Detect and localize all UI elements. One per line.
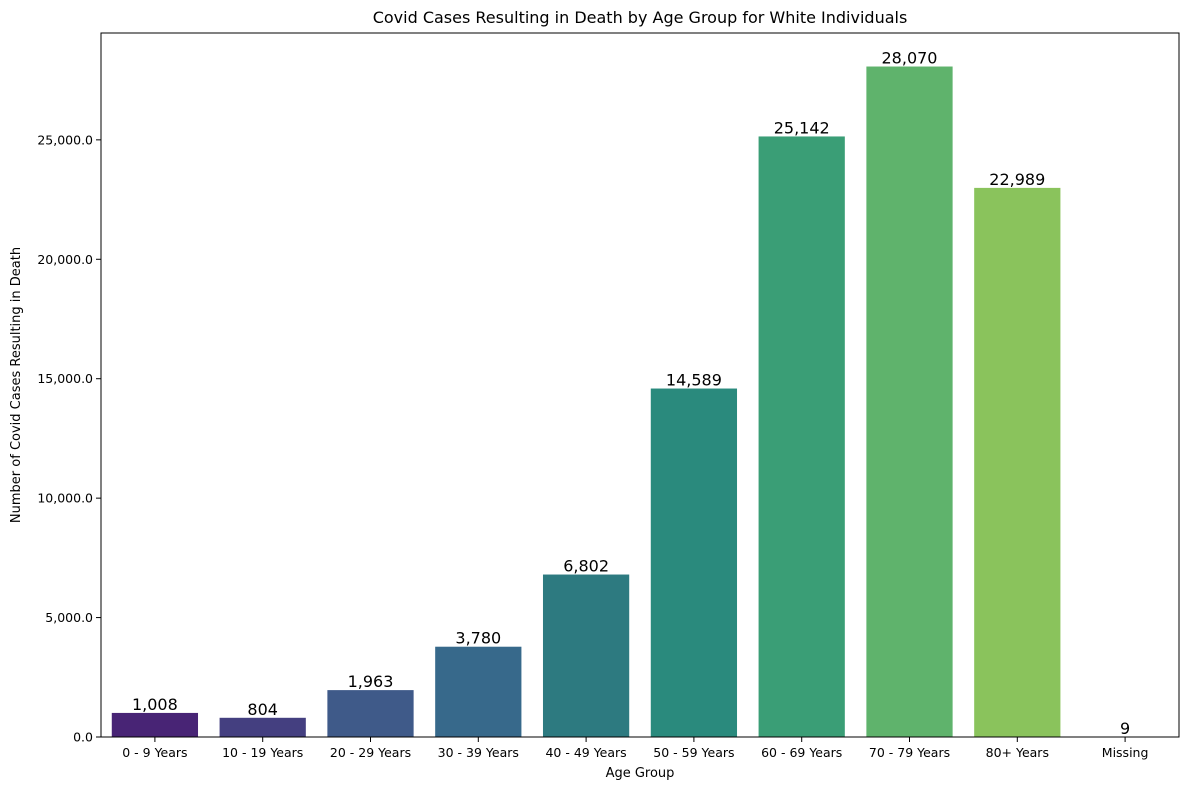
x-tick-label: 50 - 59 Years xyxy=(653,745,734,760)
bar xyxy=(542,574,630,737)
bar-value-label: 25,142 xyxy=(774,118,830,137)
x-tick-label: 0 - 9 Years xyxy=(122,745,187,760)
bar-value-label: 1,963 xyxy=(348,672,394,691)
bar-value-label: 14,589 xyxy=(666,371,722,390)
bar-value-label: 804 xyxy=(247,700,278,719)
bar-value-label: 22,989 xyxy=(989,170,1045,189)
bar-value-label: 1,008 xyxy=(132,695,178,714)
plot-frame xyxy=(100,32,1180,738)
x-tick-label: 70 - 79 Years xyxy=(869,745,950,760)
y-axis-ticks: 0.0 5,000.0 10,000.0 15,000.0 20,000.0 25,000… xyxy=(37,132,101,745)
x-axis-ticks: 0 - 9 Years 10 - 19 Years 20 - 29 Years 30 … xyxy=(122,737,1148,760)
x-tick-label: 30 - 39 Years xyxy=(438,745,519,760)
bar xyxy=(435,646,522,737)
x-axis-label: Age Group xyxy=(606,766,675,781)
bar-value-label: 6,802 xyxy=(563,557,609,576)
y-tick-label: 10,000.0 xyxy=(37,491,93,506)
x-tick-label: 20 - 29 Years xyxy=(330,745,411,760)
x-tick-label: 10 - 19 Years xyxy=(222,745,303,760)
bar-value-label: 28,070 xyxy=(882,49,938,68)
y-axis-label: Number of Covid Cases Resulting in Death xyxy=(9,247,24,523)
x-tick-label: 40 - 49 Years xyxy=(545,745,626,760)
bar-value-label: 9 xyxy=(1120,719,1130,738)
bar xyxy=(219,717,306,737)
x-tick-label: 60 - 69 Years xyxy=(761,745,842,760)
y-tick-label: 20,000.0 xyxy=(37,252,93,267)
chart-title: Covid Cases Resulting in Death by Age Gr… xyxy=(373,8,908,27)
x-tick-label: Missing xyxy=(1102,745,1149,760)
y-tick-label: 15,000.0 xyxy=(37,371,93,386)
bar xyxy=(866,66,953,738)
bar xyxy=(974,187,1061,737)
x-tick-label: 80+ Years xyxy=(986,745,1049,760)
bars-group xyxy=(111,66,1169,738)
y-tick-label: 0.0 xyxy=(73,730,93,745)
bar xyxy=(650,388,738,737)
bar-value-label: 3,780 xyxy=(455,629,501,648)
y-tick-label: 25,000.0 xyxy=(37,132,93,147)
data-labels-group: 1,008 804 1,963 3,780 6,802 14,589 25,142 28,07… xyxy=(132,49,1130,738)
bar xyxy=(758,136,845,738)
bar xyxy=(111,712,199,737)
bar xyxy=(327,690,414,737)
y-tick-label: 5,000.0 xyxy=(45,610,93,625)
